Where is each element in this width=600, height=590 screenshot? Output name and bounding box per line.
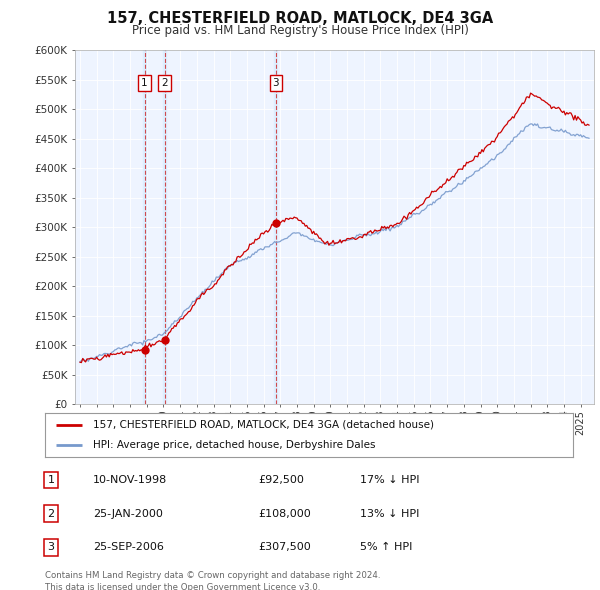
Text: £92,500: £92,500 [258, 475, 304, 485]
Text: 25-SEP-2006: 25-SEP-2006 [93, 542, 164, 552]
Bar [274, 50, 277, 404]
Text: Price paid vs. HM Land Registry's House Price Index (HPI): Price paid vs. HM Land Registry's House … [131, 24, 469, 37]
Text: 1: 1 [141, 78, 148, 87]
Text: Contains HM Land Registry data © Crown copyright and database right 2024.
This d: Contains HM Land Registry data © Crown c… [45, 571, 380, 590]
Text: £307,500: £307,500 [258, 542, 311, 552]
Bar [163, 50, 166, 404]
Text: 3: 3 [272, 78, 279, 87]
Text: 13% ↓ HPI: 13% ↓ HPI [360, 509, 419, 519]
Text: 1: 1 [47, 475, 55, 485]
Text: £108,000: £108,000 [258, 509, 311, 519]
Text: 157, CHESTERFIELD ROAD, MATLOCK, DE4 3GA: 157, CHESTERFIELD ROAD, MATLOCK, DE4 3GA [107, 11, 493, 25]
Text: 2: 2 [47, 509, 55, 519]
Text: HPI: Average price, detached house, Derbyshire Dales: HPI: Average price, detached house, Derb… [92, 440, 375, 450]
Text: 157, CHESTERFIELD ROAD, MATLOCK, DE4 3GA (detached house): 157, CHESTERFIELD ROAD, MATLOCK, DE4 3GA… [92, 420, 434, 430]
Text: 25-JAN-2000: 25-JAN-2000 [93, 509, 163, 519]
Text: 2: 2 [161, 78, 168, 87]
Text: 10-NOV-1998: 10-NOV-1998 [93, 475, 167, 485]
Text: 17% ↓ HPI: 17% ↓ HPI [360, 475, 419, 485]
Text: 3: 3 [47, 542, 55, 552]
Text: 5% ↑ HPI: 5% ↑ HPI [360, 542, 412, 552]
Bar [143, 50, 146, 404]
